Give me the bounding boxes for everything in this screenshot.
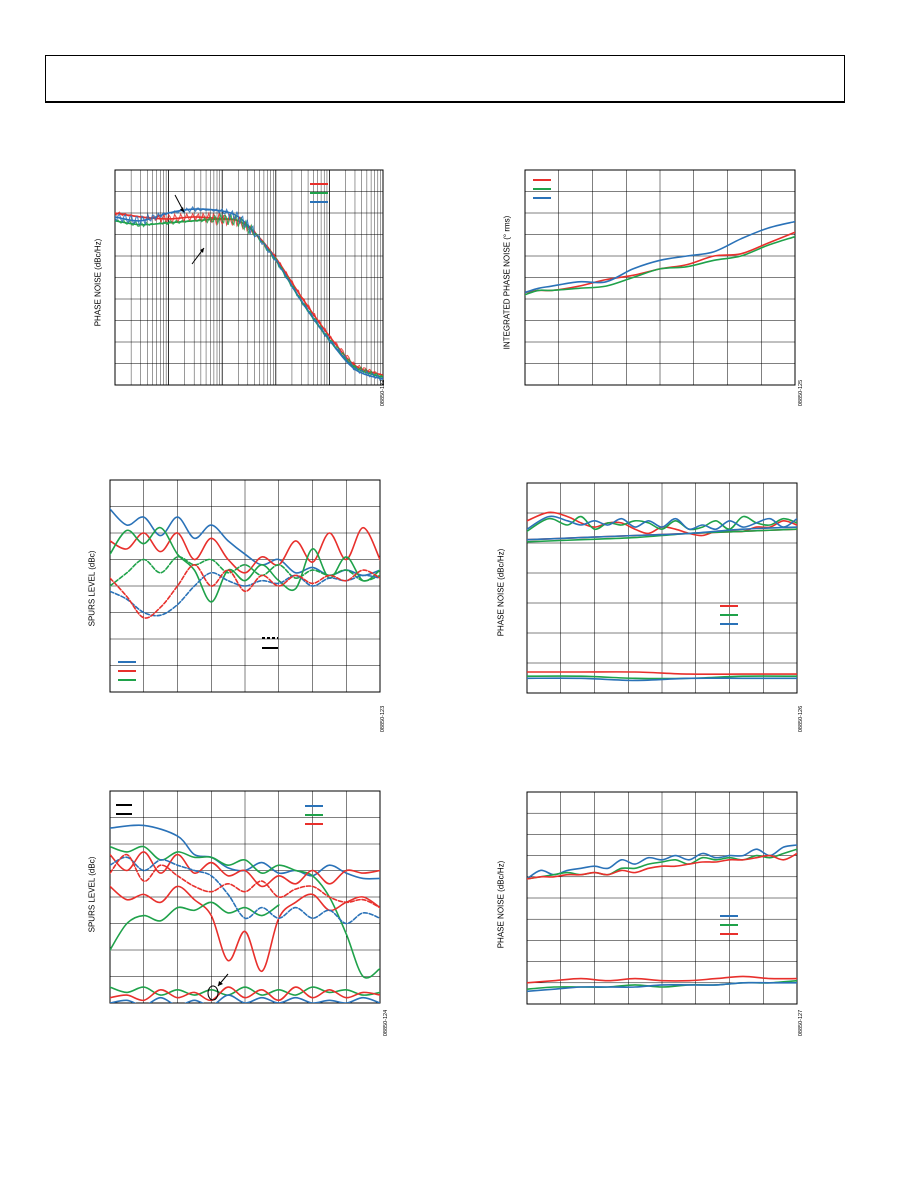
- chart-spurs-level-1: SPURS LEVEL (dBc) 08850-123: [80, 478, 400, 732]
- figure-code: 08850-127: [798, 1009, 805, 1037]
- grid-lines: [527, 792, 797, 1004]
- series-group: [110, 508, 380, 619]
- series-line-blue-2: [525, 220, 795, 294]
- series-line-green-3: [110, 556, 380, 587]
- series-group: [527, 844, 797, 993]
- series-line-green-4: [527, 528, 797, 543]
- series-line-green-1: [527, 848, 797, 880]
- plot-area-3: [109, 479, 381, 693]
- legend: [118, 637, 278, 681]
- series-line-blue-0: [527, 844, 797, 880]
- series-line-blue-4: [110, 571, 380, 617]
- legend: [310, 183, 328, 203]
- series-line-green-7: [527, 675, 797, 680]
- series-line-blue-5: [527, 981, 797, 993]
- legend: [720, 605, 738, 625]
- series-group: [527, 511, 797, 682]
- plot-area-2: [524, 169, 796, 386]
- series-group: [525, 220, 795, 296]
- chart-spurs-level-2: SPURS LEVEL (dBc) 08850-124: [80, 788, 400, 1038]
- figure-code: 08850-125: [798, 379, 805, 407]
- series-line-blue-5: [110, 856, 380, 925]
- annotation-circle: [207, 985, 219, 1001]
- series-line-red-6: [527, 671, 797, 676]
- figure-code: 08850-124: [383, 1009, 390, 1037]
- figure-code: 08850-122: [380, 379, 387, 407]
- series-line-red-5: [110, 563, 380, 619]
- series-line-red-3: [527, 975, 797, 984]
- annotation-arrowhead-2: [200, 248, 204, 253]
- series-line-blue-0: [110, 824, 380, 880]
- annotation-arrowhead-1: [180, 207, 184, 212]
- page-header-frame: [45, 55, 845, 103]
- plot-area-6: [526, 791, 798, 1005]
- grid-lines: [525, 170, 795, 385]
- series-line-blue-2: [527, 515, 797, 531]
- figure-code: 08850-126: [798, 705, 805, 733]
- legend: [720, 915, 738, 935]
- series-line-green-1: [110, 845, 380, 979]
- chart-phase-noise-3: PHASE NOISE (dBc/Hz) 08850-127: [495, 788, 815, 1038]
- chart-integrated-phase-noise: INTEGRATED PHASE NOISE (° rms) 08850-125: [495, 168, 815, 418]
- series-group: [115, 205, 383, 381]
- series-line-blue-9: [110, 994, 380, 1003]
- series-line-green-1: [527, 515, 797, 533]
- series-line-blue-5: [527, 526, 797, 541]
- plot-area-1: [114, 169, 384, 386]
- series-line-red-3: [110, 885, 380, 973]
- plot-area-4: [526, 482, 798, 694]
- series-line-red-1: [110, 526, 380, 574]
- series-group: [110, 824, 380, 1003]
- series-line-red-0: [527, 511, 797, 537]
- chart-phase-noise-vs-offset: PHASE NOISE (dBc/Hz) 08850-122: [80, 168, 400, 418]
- series-line-blue-8: [527, 677, 797, 682]
- grid-lines: [527, 483, 797, 693]
- series-line-red-8: [110, 986, 380, 1002]
- series-line-green-4: [110, 901, 280, 951]
- series-line-green-1: [525, 235, 795, 296]
- figure-code: 08850-123: [380, 705, 387, 733]
- grid-lines: [114, 170, 383, 385]
- annotation-arrowhead: [218, 981, 223, 986]
- series-line-red-6: [110, 853, 380, 909]
- legend: [116, 804, 323, 825]
- chart-phase-noise-2: PHASE NOISE (dBc/Hz) 08850-126: [495, 478, 815, 732]
- series-line-red-2: [527, 852, 797, 880]
- legend: [533, 179, 551, 199]
- series-noise-blue: [115, 205, 383, 381]
- plot-area-5: [109, 790, 381, 1004]
